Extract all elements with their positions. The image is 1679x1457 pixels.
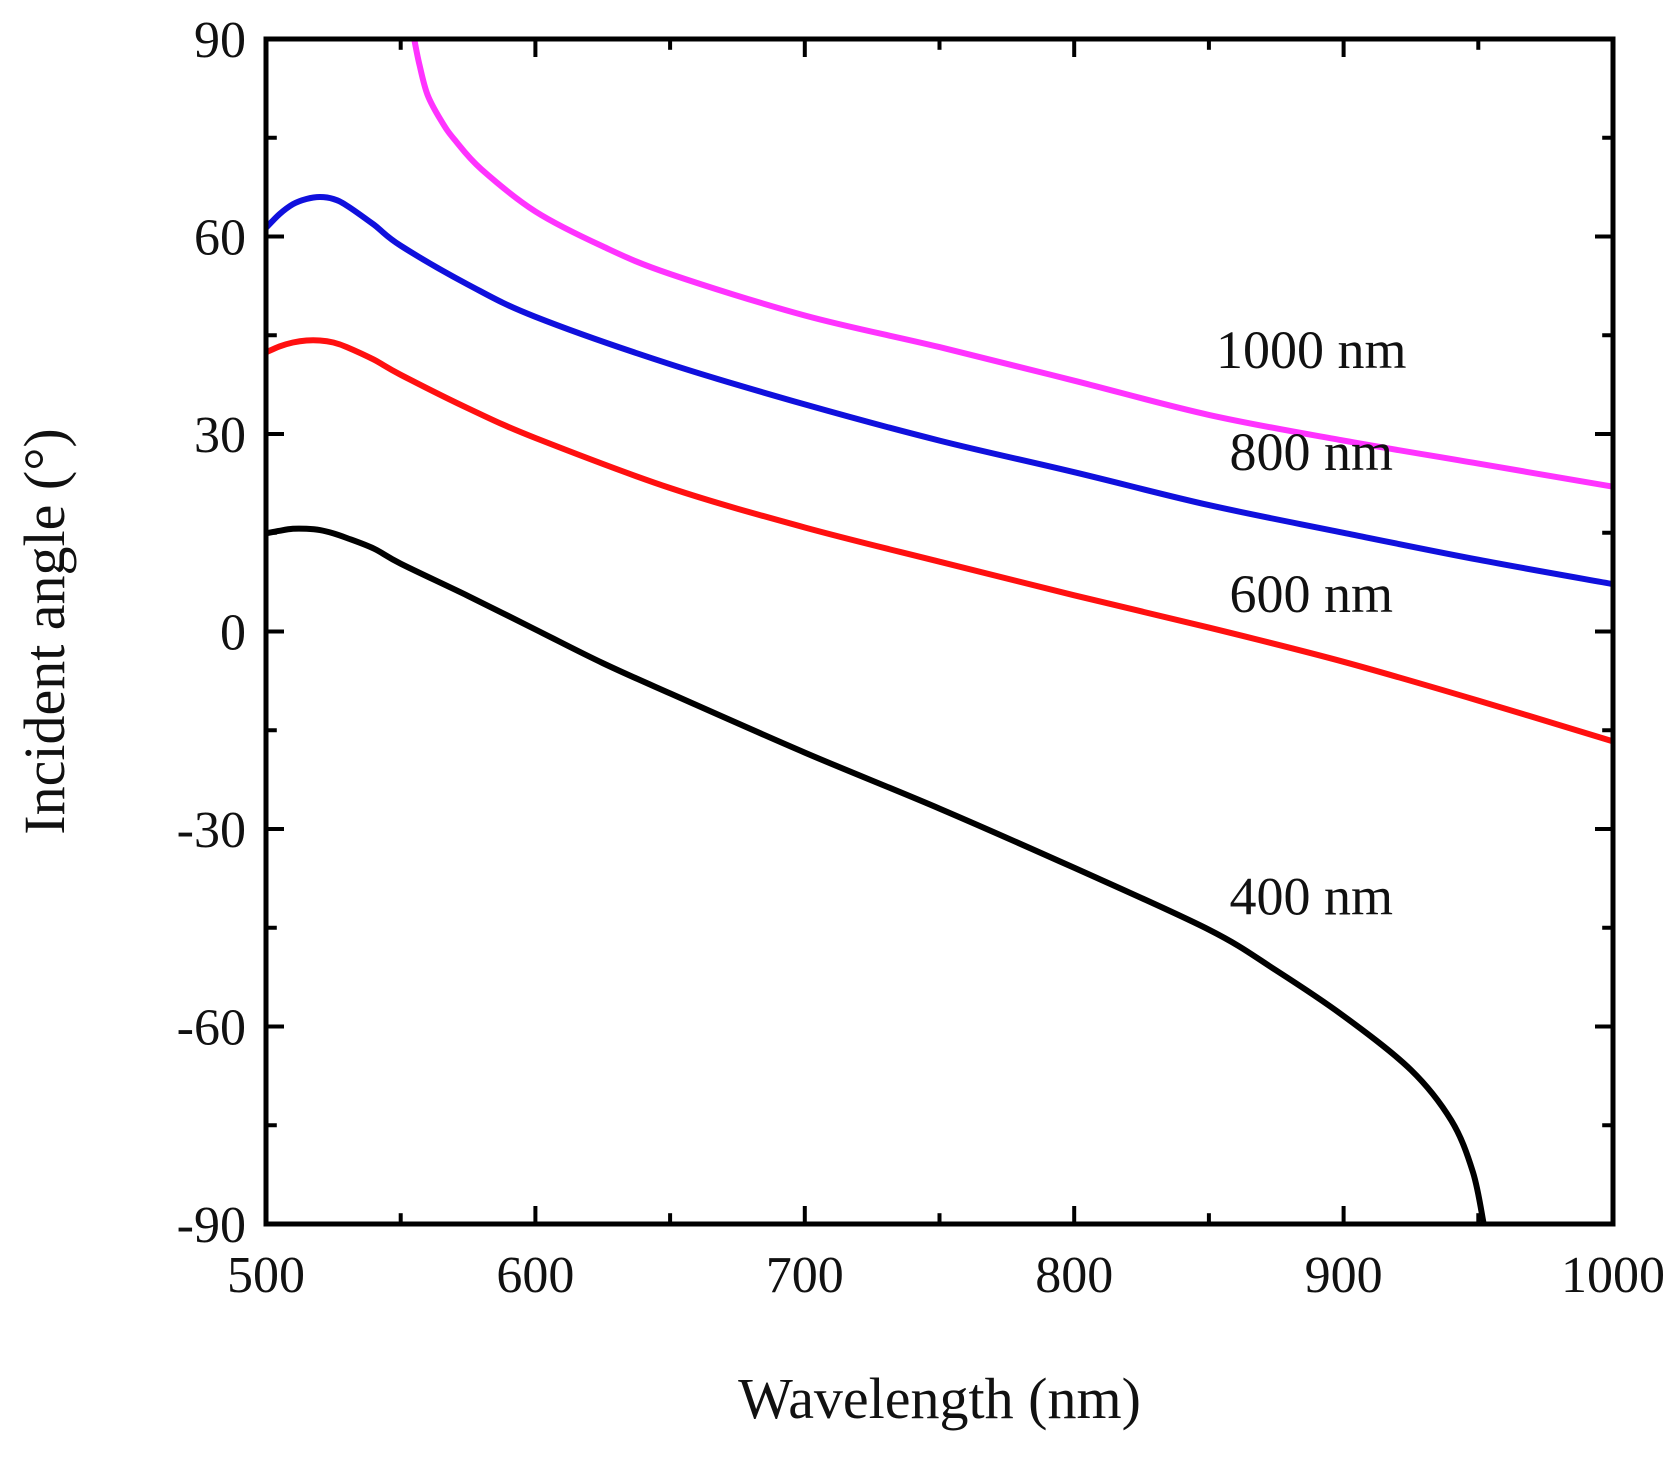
y-tick-label: 90 <box>194 12 246 69</box>
y-tick-label: 0 <box>220 605 246 662</box>
series-layer <box>263 38 1614 1225</box>
series-line-400-nm <box>265 525 1487 1225</box>
plot-frame <box>263 36 1616 1227</box>
x-tick-label: 700 <box>766 1247 844 1304</box>
series-line-800-nm <box>263 194 1614 588</box>
series-label-800-nm: 800 nm <box>1230 422 1394 482</box>
series-line-600-nm <box>264 337 1614 745</box>
x-tick-label: 500 <box>227 1247 305 1304</box>
y-axis-title: Incident angle (°) <box>12 428 77 834</box>
y-tick-label: -90 <box>177 1197 246 1254</box>
labels-layer: 500 600 700 800 900 1000 -90 -60 -30 0 30 60 90 1000 … <box>177 12 1665 1304</box>
x-tick-label: 1000 <box>1561 1247 1665 1304</box>
x-axis-title: Wavelength (nm) <box>738 1366 1141 1431</box>
series-label-600-nm: 600 nm <box>1230 564 1394 624</box>
y-tick-label: -30 <box>177 802 246 859</box>
x-tick-label: 600 <box>496 1247 574 1304</box>
y-tick-label: -60 <box>177 1000 246 1057</box>
series-label-400-nm: 400 nm <box>1230 867 1394 927</box>
ticks-layer <box>264 37 1615 1226</box>
x-tick-label: 800 <box>1035 1247 1113 1304</box>
y-tick-label: 30 <box>194 407 246 464</box>
x-tick-label: 900 <box>1305 1247 1383 1304</box>
series-line-1000-nm <box>411 38 1614 490</box>
series-label-1000-nm: 1000 nm <box>1216 320 1407 380</box>
y-tick-label: 60 <box>194 210 246 267</box>
